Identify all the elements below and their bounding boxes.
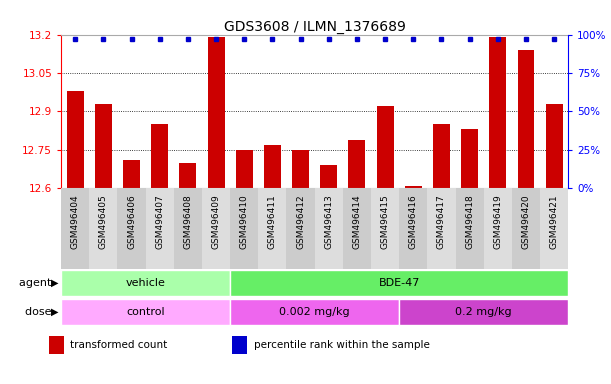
Bar (230, 270, 568, 296)
Bar (67, 91, 84, 188)
Bar (512, 188, 540, 269)
Text: GSM496419: GSM496419 (493, 195, 502, 249)
Bar (348, 139, 365, 188)
Bar (405, 185, 422, 188)
Bar (89, 188, 117, 269)
Bar (427, 188, 456, 269)
Bar (484, 188, 512, 269)
Bar (61, 188, 89, 269)
Text: ▶: ▶ (51, 307, 58, 317)
Bar (123, 160, 140, 188)
Text: GSM496418: GSM496418 (465, 195, 474, 249)
Text: GSM496411: GSM496411 (268, 195, 277, 249)
Bar (518, 50, 535, 188)
Bar (315, 188, 343, 269)
Text: 0.2 mg/kg: 0.2 mg/kg (455, 307, 512, 317)
Bar (152, 124, 168, 188)
Bar (145, 188, 174, 269)
Bar (236, 150, 253, 188)
Text: control: control (126, 307, 165, 317)
Text: GSM496417: GSM496417 (437, 195, 446, 249)
Bar (343, 188, 371, 269)
Bar (202, 188, 230, 269)
Bar (95, 104, 112, 188)
Bar (540, 188, 568, 269)
Bar (230, 299, 399, 325)
Bar (61, 299, 230, 325)
Bar (258, 188, 287, 269)
Text: dose: dose (25, 307, 55, 317)
Bar (117, 188, 145, 269)
Text: GSM496412: GSM496412 (296, 195, 305, 249)
Bar (180, 162, 196, 188)
Bar (456, 188, 484, 269)
Text: GSM496409: GSM496409 (211, 195, 221, 249)
Text: ▶: ▶ (51, 278, 58, 288)
Bar (371, 188, 399, 269)
Bar (320, 165, 337, 188)
Bar (433, 124, 450, 188)
Text: GSM496420: GSM496420 (521, 195, 530, 249)
Text: GSM496407: GSM496407 (155, 195, 164, 249)
Bar (546, 104, 563, 188)
Text: GSM496405: GSM496405 (99, 195, 108, 249)
Bar (232, 336, 247, 354)
Text: GSM496421: GSM496421 (550, 195, 558, 249)
Bar (292, 150, 309, 188)
Bar (49, 336, 64, 354)
Bar (230, 188, 258, 269)
Text: BDE-47: BDE-47 (378, 278, 420, 288)
Text: GSM496410: GSM496410 (240, 195, 249, 249)
Text: vehicle: vehicle (126, 278, 166, 288)
Title: GDS3608 / ILMN_1376689: GDS3608 / ILMN_1376689 (224, 20, 406, 33)
Bar (264, 145, 281, 188)
Bar (174, 188, 202, 269)
Text: GSM496413: GSM496413 (324, 195, 333, 249)
Bar (376, 106, 393, 188)
Text: GSM496406: GSM496406 (127, 195, 136, 249)
Text: GSM496408: GSM496408 (183, 195, 192, 249)
Bar (489, 37, 507, 188)
Text: GSM496404: GSM496404 (71, 195, 79, 249)
Text: 0.002 mg/kg: 0.002 mg/kg (279, 307, 350, 317)
Bar (461, 129, 478, 188)
Text: GSM496416: GSM496416 (409, 195, 418, 249)
Bar (208, 37, 224, 188)
Bar (399, 299, 568, 325)
Text: agent: agent (19, 278, 55, 288)
Text: GSM496415: GSM496415 (381, 195, 390, 249)
Bar (287, 188, 315, 269)
Bar (61, 270, 230, 296)
Text: transformed count: transformed count (70, 340, 167, 350)
Text: GSM496414: GSM496414 (353, 195, 362, 249)
Text: percentile rank within the sample: percentile rank within the sample (254, 340, 430, 350)
Bar (399, 188, 427, 269)
